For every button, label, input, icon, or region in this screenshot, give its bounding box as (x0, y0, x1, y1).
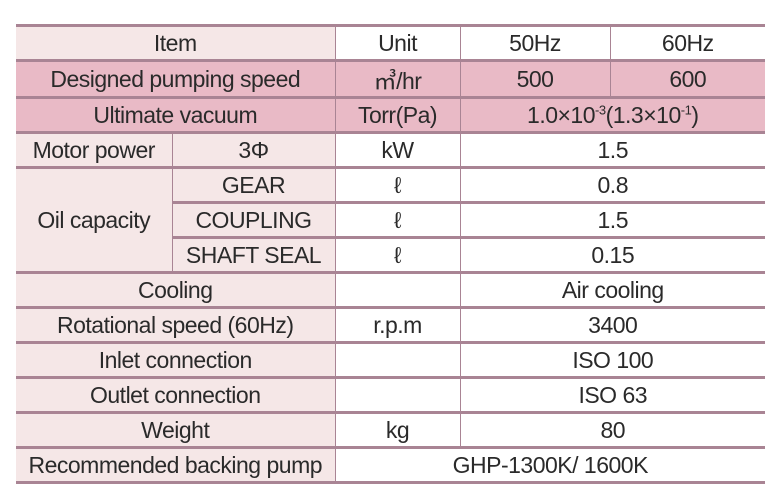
value-50hz: 500 (459, 59, 611, 99)
sub-label: GEAR (171, 166, 336, 204)
item-label: Oil capacity (16, 166, 173, 274)
value-60hz: 600 (609, 59, 766, 99)
row-outlet: Outlet connection ISO 63 (16, 376, 766, 414)
unit: Torr(Pa) (334, 96, 461, 134)
value: 1.0×10-3(1.3×10-1) (459, 96, 766, 134)
item-label: Cooling (16, 271, 336, 309)
unit (334, 341, 461, 379)
value: Air cooling (459, 271, 766, 309)
item-label: Outlet connection (16, 376, 336, 414)
value-torr-exp: -3 (595, 101, 606, 117)
item-label: Motor power (16, 131, 173, 169)
value-close: ) (691, 101, 699, 128)
header-unit: Unit (334, 24, 461, 62)
value: 0.8 (459, 166, 766, 204)
row-ultimate-vacuum: Ultimate vacuum Torr(Pa) 1.0×10-3(1.3×10… (16, 96, 766, 134)
sub-label: SHAFT SEAL (172, 236, 336, 274)
item-label: Ultimate vacuum (16, 96, 336, 134)
unit: ㎥/hr (334, 59, 461, 99)
unit: r.p.m (334, 306, 461, 344)
unit: ℓ (334, 236, 461, 274)
value: GHP-1300K/ 1600K (334, 446, 766, 484)
sub-label: 3Φ (171, 131, 336, 169)
header-60hz: 60Hz (609, 24, 766, 62)
item-label: Weight (16, 411, 336, 449)
item-label: Inlet connection (16, 341, 336, 379)
unit: ℓ (334, 201, 461, 239)
unit (334, 271, 461, 309)
item-label: Rotational speed (60Hz) (16, 306, 336, 344)
header-item: Item (16, 24, 336, 62)
row-backing-pump: Recommended backing pump GHP-1300K/ 1600… (16, 446, 766, 484)
value: ISO 63 (459, 376, 766, 414)
value-pa-exp: -1 (680, 101, 692, 117)
unit: kW (334, 131, 461, 169)
item-label: Designed pumping speed (16, 59, 336, 99)
row-oil-gear: Oil capacity GEAR ℓ 0.8 (16, 166, 766, 274)
row-oil-coupling: COUPLING ℓ 1.5 (16, 201, 766, 239)
row-pumping-speed: Designed pumping speed ㎥/hr 500 600 (16, 59, 766, 99)
spec-table: Item Unit 50Hz 60Hz Designed pumping spe… (16, 24, 766, 484)
value: 3400 (459, 306, 766, 344)
item-label: Recommended backing pump (16, 446, 336, 484)
row-inlet: Inlet connection ISO 100 (16, 341, 766, 379)
unit: kg (334, 411, 461, 449)
header-50hz: 50Hz (459, 24, 611, 62)
value: 80 (459, 411, 766, 449)
value: 1.5 (459, 131, 766, 169)
row-oil-shaft-seal: SHAFT SEAL ℓ 0.15 (16, 236, 766, 274)
unit (334, 376, 461, 414)
value-pa: (1.3×10 (605, 101, 682, 128)
unit: ℓ (334, 166, 461, 204)
sub-label: COUPLING (172, 201, 336, 239)
value: 1.5 (459, 201, 766, 239)
row-rotational-speed: Rotational speed (60Hz) r.p.m 3400 (16, 306, 766, 344)
row-cooling: Cooling Air cooling (16, 271, 766, 309)
value: 0.15 (459, 236, 766, 274)
header-row: Item Unit 50Hz 60Hz (16, 24, 766, 62)
value: ISO 100 (459, 341, 766, 379)
value-torr: 1.0×10 (527, 101, 596, 128)
row-motor-power: Motor power 3Φ kW 1.5 (16, 131, 766, 169)
row-weight: Weight kg 80 (16, 411, 766, 449)
